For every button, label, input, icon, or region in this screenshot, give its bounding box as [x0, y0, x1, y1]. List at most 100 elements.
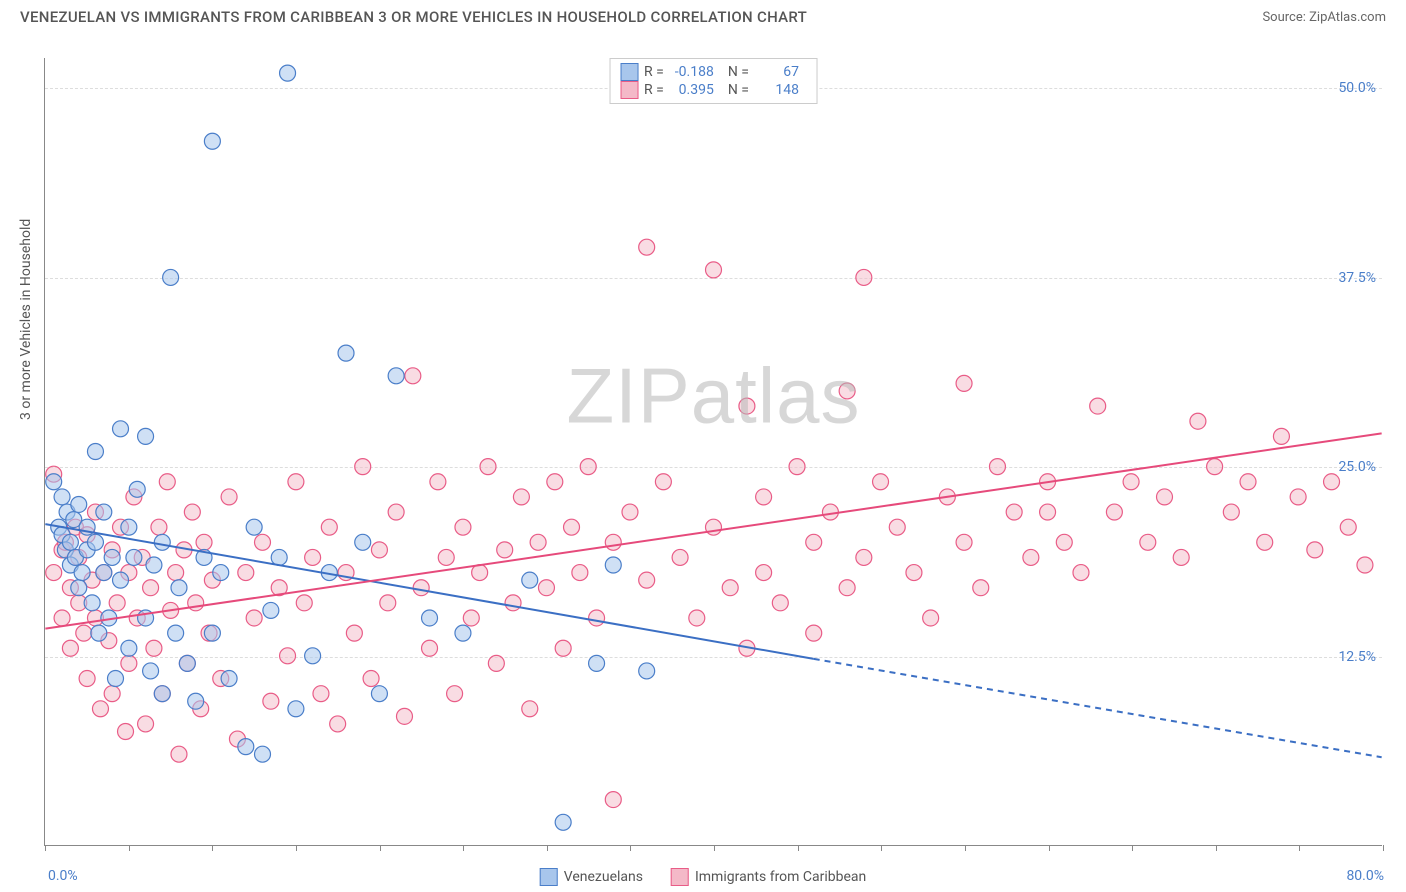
data-point: [129, 481, 145, 497]
data-point: [138, 716, 154, 732]
data-point: [522, 572, 538, 588]
data-point: [589, 655, 605, 671]
x-tick: [296, 845, 297, 851]
data-point: [772, 595, 788, 611]
data-point: [121, 519, 137, 535]
data-point: [92, 701, 108, 717]
data-point: [46, 474, 62, 490]
scatter-chart: R = -0.188 N = 67 R = 0.395 N = 148 ZIPa…: [44, 58, 1382, 846]
trend-line: [45, 524, 813, 659]
data-point: [179, 655, 195, 671]
x-tick: [1216, 845, 1217, 851]
data-point: [184, 504, 200, 520]
plot-svg: [45, 58, 1382, 845]
data-point: [138, 428, 154, 444]
data-point: [238, 565, 254, 581]
data-point: [246, 519, 262, 535]
data-point: [54, 610, 70, 626]
data-point: [143, 580, 159, 596]
legend-item-venezuelans: Venezuelans: [540, 868, 643, 886]
data-point: [280, 65, 296, 81]
data-point: [355, 459, 371, 475]
data-point: [639, 663, 655, 679]
data-point: [923, 610, 939, 626]
data-point: [330, 716, 346, 732]
x-tick: [45, 845, 46, 851]
data-point: [151, 519, 167, 535]
data-point: [889, 519, 905, 535]
data-point: [1273, 428, 1289, 444]
data-point: [706, 262, 722, 278]
data-point: [956, 534, 972, 550]
x-tick: [798, 845, 799, 851]
data-point: [168, 565, 184, 581]
data-point: [1056, 534, 1072, 550]
data-point: [396, 708, 412, 724]
data-point: [422, 640, 438, 656]
data-point: [605, 557, 621, 573]
data-point: [121, 655, 137, 671]
data-point: [989, 459, 1005, 475]
data-point: [196, 534, 212, 550]
data-point: [756, 489, 772, 505]
data-point: [113, 572, 129, 588]
x-tick: [1299, 845, 1300, 851]
data-point: [87, 444, 103, 460]
data-point: [87, 534, 103, 550]
data-point: [171, 746, 187, 762]
data-point: [288, 474, 304, 490]
data-point: [497, 542, 513, 558]
correlation-stats-box: R = -0.188 N = 67 R = 0.395 N = 148: [609, 58, 818, 104]
data-point: [438, 549, 454, 565]
data-point: [430, 474, 446, 490]
data-point: [756, 565, 772, 581]
data-point: [1257, 534, 1273, 550]
data-point: [305, 549, 321, 565]
data-point: [104, 686, 120, 702]
data-point: [204, 625, 220, 641]
data-point: [1157, 489, 1173, 505]
data-point: [263, 693, 279, 709]
data-point: [513, 489, 529, 505]
data-point: [74, 565, 90, 581]
data-point: [906, 565, 922, 581]
data-point: [371, 542, 387, 558]
data-point: [113, 421, 129, 437]
data-point: [71, 496, 87, 512]
x-tick: [129, 845, 130, 851]
data-point: [321, 519, 337, 535]
data-point: [255, 746, 271, 762]
data-point: [313, 686, 329, 702]
data-point: [555, 640, 571, 656]
stat-row-series-1: R = -0.188 N = 67: [620, 63, 807, 81]
data-point: [84, 595, 100, 611]
data-point: [739, 398, 755, 414]
data-point: [538, 580, 554, 596]
data-point: [62, 640, 78, 656]
data-point: [221, 489, 237, 505]
legend-item-caribbean: Immigrants from Caribbean: [671, 868, 866, 886]
data-point: [622, 504, 638, 520]
data-point: [413, 580, 429, 596]
data-point: [422, 610, 438, 626]
data-point: [280, 648, 296, 664]
data-point: [168, 625, 184, 641]
data-point: [154, 534, 170, 550]
x-tick: [212, 845, 213, 851]
data-point: [346, 625, 362, 641]
data-point: [1190, 413, 1206, 429]
data-point: [522, 701, 538, 717]
data-point: [639, 572, 655, 588]
data-point: [62, 534, 78, 550]
data-point: [146, 640, 162, 656]
data-point: [1140, 534, 1156, 550]
data-point: [589, 610, 605, 626]
legend: Venezuelans Immigrants from Caribbean: [540, 868, 867, 886]
data-point: [204, 133, 220, 149]
chart-title: VENEZUELAN VS IMMIGRANTS FROM CARIBBEAN …: [20, 8, 807, 26]
data-point: [806, 625, 822, 641]
data-point: [605, 534, 621, 550]
x-tick: [965, 845, 966, 851]
data-point: [96, 565, 112, 581]
data-point: [1106, 504, 1122, 520]
